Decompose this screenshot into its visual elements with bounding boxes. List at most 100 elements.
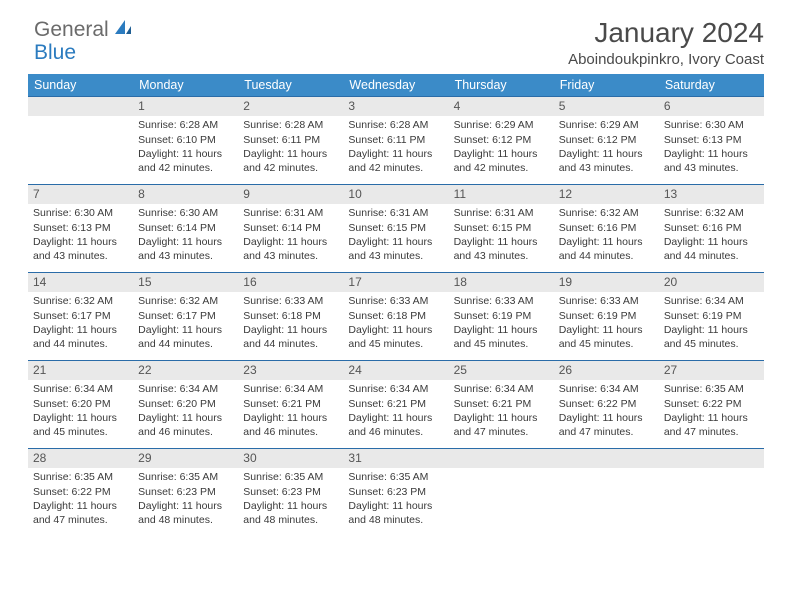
calendar-day-cell	[449, 448, 554, 536]
day-text: Sunrise: 6:32 AMSunset: 6:17 PMDaylight:…	[28, 292, 133, 355]
day-text: Sunrise: 6:33 AMSunset: 6:19 PMDaylight:…	[554, 292, 659, 355]
calendar-day-cell: 20Sunrise: 6:34 AMSunset: 6:19 PMDayligh…	[659, 272, 764, 360]
day-number: 6	[659, 97, 764, 117]
calendar-header-row: SundayMondayTuesdayWednesdayThursdayFrid…	[28, 74, 764, 97]
weekday-header: Sunday	[28, 74, 133, 97]
calendar-day-cell: 16Sunrise: 6:33 AMSunset: 6:18 PMDayligh…	[238, 272, 343, 360]
calendar-day-cell: 29Sunrise: 6:35 AMSunset: 6:23 PMDayligh…	[133, 448, 238, 536]
calendar-day-cell: 7Sunrise: 6:30 AMSunset: 6:13 PMDaylight…	[28, 184, 133, 272]
header: General January 2024 Aboindoukpinkro, Iv…	[28, 18, 764, 68]
weekday-header: Friday	[554, 74, 659, 97]
day-number: 16	[238, 273, 343, 293]
day-text: Sunrise: 6:31 AMSunset: 6:14 PMDaylight:…	[238, 204, 343, 267]
calendar-day-cell: 9Sunrise: 6:31 AMSunset: 6:14 PMDaylight…	[238, 184, 343, 272]
weekday-header: Thursday	[449, 74, 554, 97]
page-subtitle: Aboindoukpinkro, Ivory Coast	[568, 51, 764, 68]
weekday-header: Tuesday	[238, 74, 343, 97]
day-text: Sunrise: 6:28 AMSunset: 6:11 PMDaylight:…	[238, 116, 343, 179]
day-text: Sunrise: 6:33 AMSunset: 6:18 PMDaylight:…	[343, 292, 448, 355]
weekday-header: Wednesday	[343, 74, 448, 97]
day-text: Sunrise: 6:34 AMSunset: 6:21 PMDaylight:…	[343, 380, 448, 443]
day-number: 18	[449, 273, 554, 293]
day-number: 1	[133, 97, 238, 117]
day-text: Sunrise: 6:29 AMSunset: 6:12 PMDaylight:…	[449, 116, 554, 179]
day-number	[449, 449, 554, 469]
day-number: 10	[343, 185, 448, 205]
day-text: Sunrise: 6:34 AMSunset: 6:22 PMDaylight:…	[554, 380, 659, 443]
weekday-header: Monday	[133, 74, 238, 97]
day-number: 27	[659, 361, 764, 381]
day-number: 11	[449, 185, 554, 205]
day-number: 7	[28, 185, 133, 205]
title-block: January 2024 Aboindoukpinkro, Ivory Coas…	[568, 18, 764, 68]
day-text: Sunrise: 6:35 AMSunset: 6:23 PMDaylight:…	[133, 468, 238, 531]
calendar-table: SundayMondayTuesdayWednesdayThursdayFrid…	[28, 74, 764, 537]
weekday-header: Saturday	[659, 74, 764, 97]
calendar-day-cell: 2Sunrise: 6:28 AMSunset: 6:11 PMDaylight…	[238, 96, 343, 184]
day-text: Sunrise: 6:35 AMSunset: 6:22 PMDaylight:…	[28, 468, 133, 531]
calendar-week-row: 1Sunrise: 6:28 AMSunset: 6:10 PMDaylight…	[28, 96, 764, 184]
calendar-day-cell: 24Sunrise: 6:34 AMSunset: 6:21 PMDayligh…	[343, 360, 448, 448]
day-text: Sunrise: 6:28 AMSunset: 6:10 PMDaylight:…	[133, 116, 238, 179]
calendar-day-cell: 19Sunrise: 6:33 AMSunset: 6:19 PMDayligh…	[554, 272, 659, 360]
day-text: Sunrise: 6:32 AMSunset: 6:16 PMDaylight:…	[659, 204, 764, 267]
day-number: 30	[238, 449, 343, 469]
calendar-day-cell: 30Sunrise: 6:35 AMSunset: 6:23 PMDayligh…	[238, 448, 343, 536]
page-title: January 2024	[568, 18, 764, 49]
day-number: 26	[554, 361, 659, 381]
logo-text-blue-wrap: Blue	[34, 41, 76, 65]
day-number: 3	[343, 97, 448, 117]
calendar-week-row: 14Sunrise: 6:32 AMSunset: 6:17 PMDayligh…	[28, 272, 764, 360]
logo-sail-icon	[113, 18, 133, 41]
day-text: Sunrise: 6:33 AMSunset: 6:19 PMDaylight:…	[449, 292, 554, 355]
calendar-day-cell: 6Sunrise: 6:30 AMSunset: 6:13 PMDaylight…	[659, 96, 764, 184]
day-number: 4	[449, 97, 554, 117]
day-number: 25	[449, 361, 554, 381]
day-number: 19	[554, 273, 659, 293]
day-number: 14	[28, 273, 133, 293]
calendar-day-cell: 25Sunrise: 6:34 AMSunset: 6:21 PMDayligh…	[449, 360, 554, 448]
day-text: Sunrise: 6:32 AMSunset: 6:17 PMDaylight:…	[133, 292, 238, 355]
day-number	[659, 449, 764, 469]
calendar-day-cell: 1Sunrise: 6:28 AMSunset: 6:10 PMDaylight…	[133, 96, 238, 184]
day-number: 5	[554, 97, 659, 117]
logo: General	[28, 18, 135, 42]
calendar-day-cell: 11Sunrise: 6:31 AMSunset: 6:15 PMDayligh…	[449, 184, 554, 272]
calendar-week-row: 28Sunrise: 6:35 AMSunset: 6:22 PMDayligh…	[28, 448, 764, 536]
calendar-day-cell: 23Sunrise: 6:34 AMSunset: 6:21 PMDayligh…	[238, 360, 343, 448]
day-number	[28, 97, 133, 117]
day-number: 21	[28, 361, 133, 381]
calendar-day-cell: 3Sunrise: 6:28 AMSunset: 6:11 PMDaylight…	[343, 96, 448, 184]
day-number: 28	[28, 449, 133, 469]
day-number: 24	[343, 361, 448, 381]
day-number	[554, 449, 659, 469]
day-number: 15	[133, 273, 238, 293]
day-number: 12	[554, 185, 659, 205]
day-number: 20	[659, 273, 764, 293]
day-text: Sunrise: 6:32 AMSunset: 6:16 PMDaylight:…	[554, 204, 659, 267]
calendar-day-cell	[28, 96, 133, 184]
calendar-day-cell: 26Sunrise: 6:34 AMSunset: 6:22 PMDayligh…	[554, 360, 659, 448]
calendar-day-cell: 14Sunrise: 6:32 AMSunset: 6:17 PMDayligh…	[28, 272, 133, 360]
calendar-day-cell: 21Sunrise: 6:34 AMSunset: 6:20 PMDayligh…	[28, 360, 133, 448]
calendar-day-cell: 15Sunrise: 6:32 AMSunset: 6:17 PMDayligh…	[133, 272, 238, 360]
day-text: Sunrise: 6:29 AMSunset: 6:12 PMDaylight:…	[554, 116, 659, 179]
calendar-day-cell	[659, 448, 764, 536]
day-text: Sunrise: 6:34 AMSunset: 6:21 PMDaylight:…	[449, 380, 554, 443]
day-number: 13	[659, 185, 764, 205]
day-text: Sunrise: 6:34 AMSunset: 6:19 PMDaylight:…	[659, 292, 764, 355]
day-text: Sunrise: 6:33 AMSunset: 6:18 PMDaylight:…	[238, 292, 343, 355]
day-text: Sunrise: 6:30 AMSunset: 6:13 PMDaylight:…	[659, 116, 764, 179]
day-text: Sunrise: 6:31 AMSunset: 6:15 PMDaylight:…	[449, 204, 554, 267]
calendar-day-cell: 18Sunrise: 6:33 AMSunset: 6:19 PMDayligh…	[449, 272, 554, 360]
calendar-day-cell: 31Sunrise: 6:35 AMSunset: 6:23 PMDayligh…	[343, 448, 448, 536]
day-text: Sunrise: 6:35 AMSunset: 6:22 PMDaylight:…	[659, 380, 764, 443]
day-text: Sunrise: 6:35 AMSunset: 6:23 PMDaylight:…	[343, 468, 448, 531]
day-number: 9	[238, 185, 343, 205]
day-text: Sunrise: 6:28 AMSunset: 6:11 PMDaylight:…	[343, 116, 448, 179]
day-text: Sunrise: 6:34 AMSunset: 6:20 PMDaylight:…	[28, 380, 133, 443]
calendar-day-cell: 5Sunrise: 6:29 AMSunset: 6:12 PMDaylight…	[554, 96, 659, 184]
calendar-day-cell: 4Sunrise: 6:29 AMSunset: 6:12 PMDaylight…	[449, 96, 554, 184]
calendar-day-cell: 12Sunrise: 6:32 AMSunset: 6:16 PMDayligh…	[554, 184, 659, 272]
day-number: 22	[133, 361, 238, 381]
